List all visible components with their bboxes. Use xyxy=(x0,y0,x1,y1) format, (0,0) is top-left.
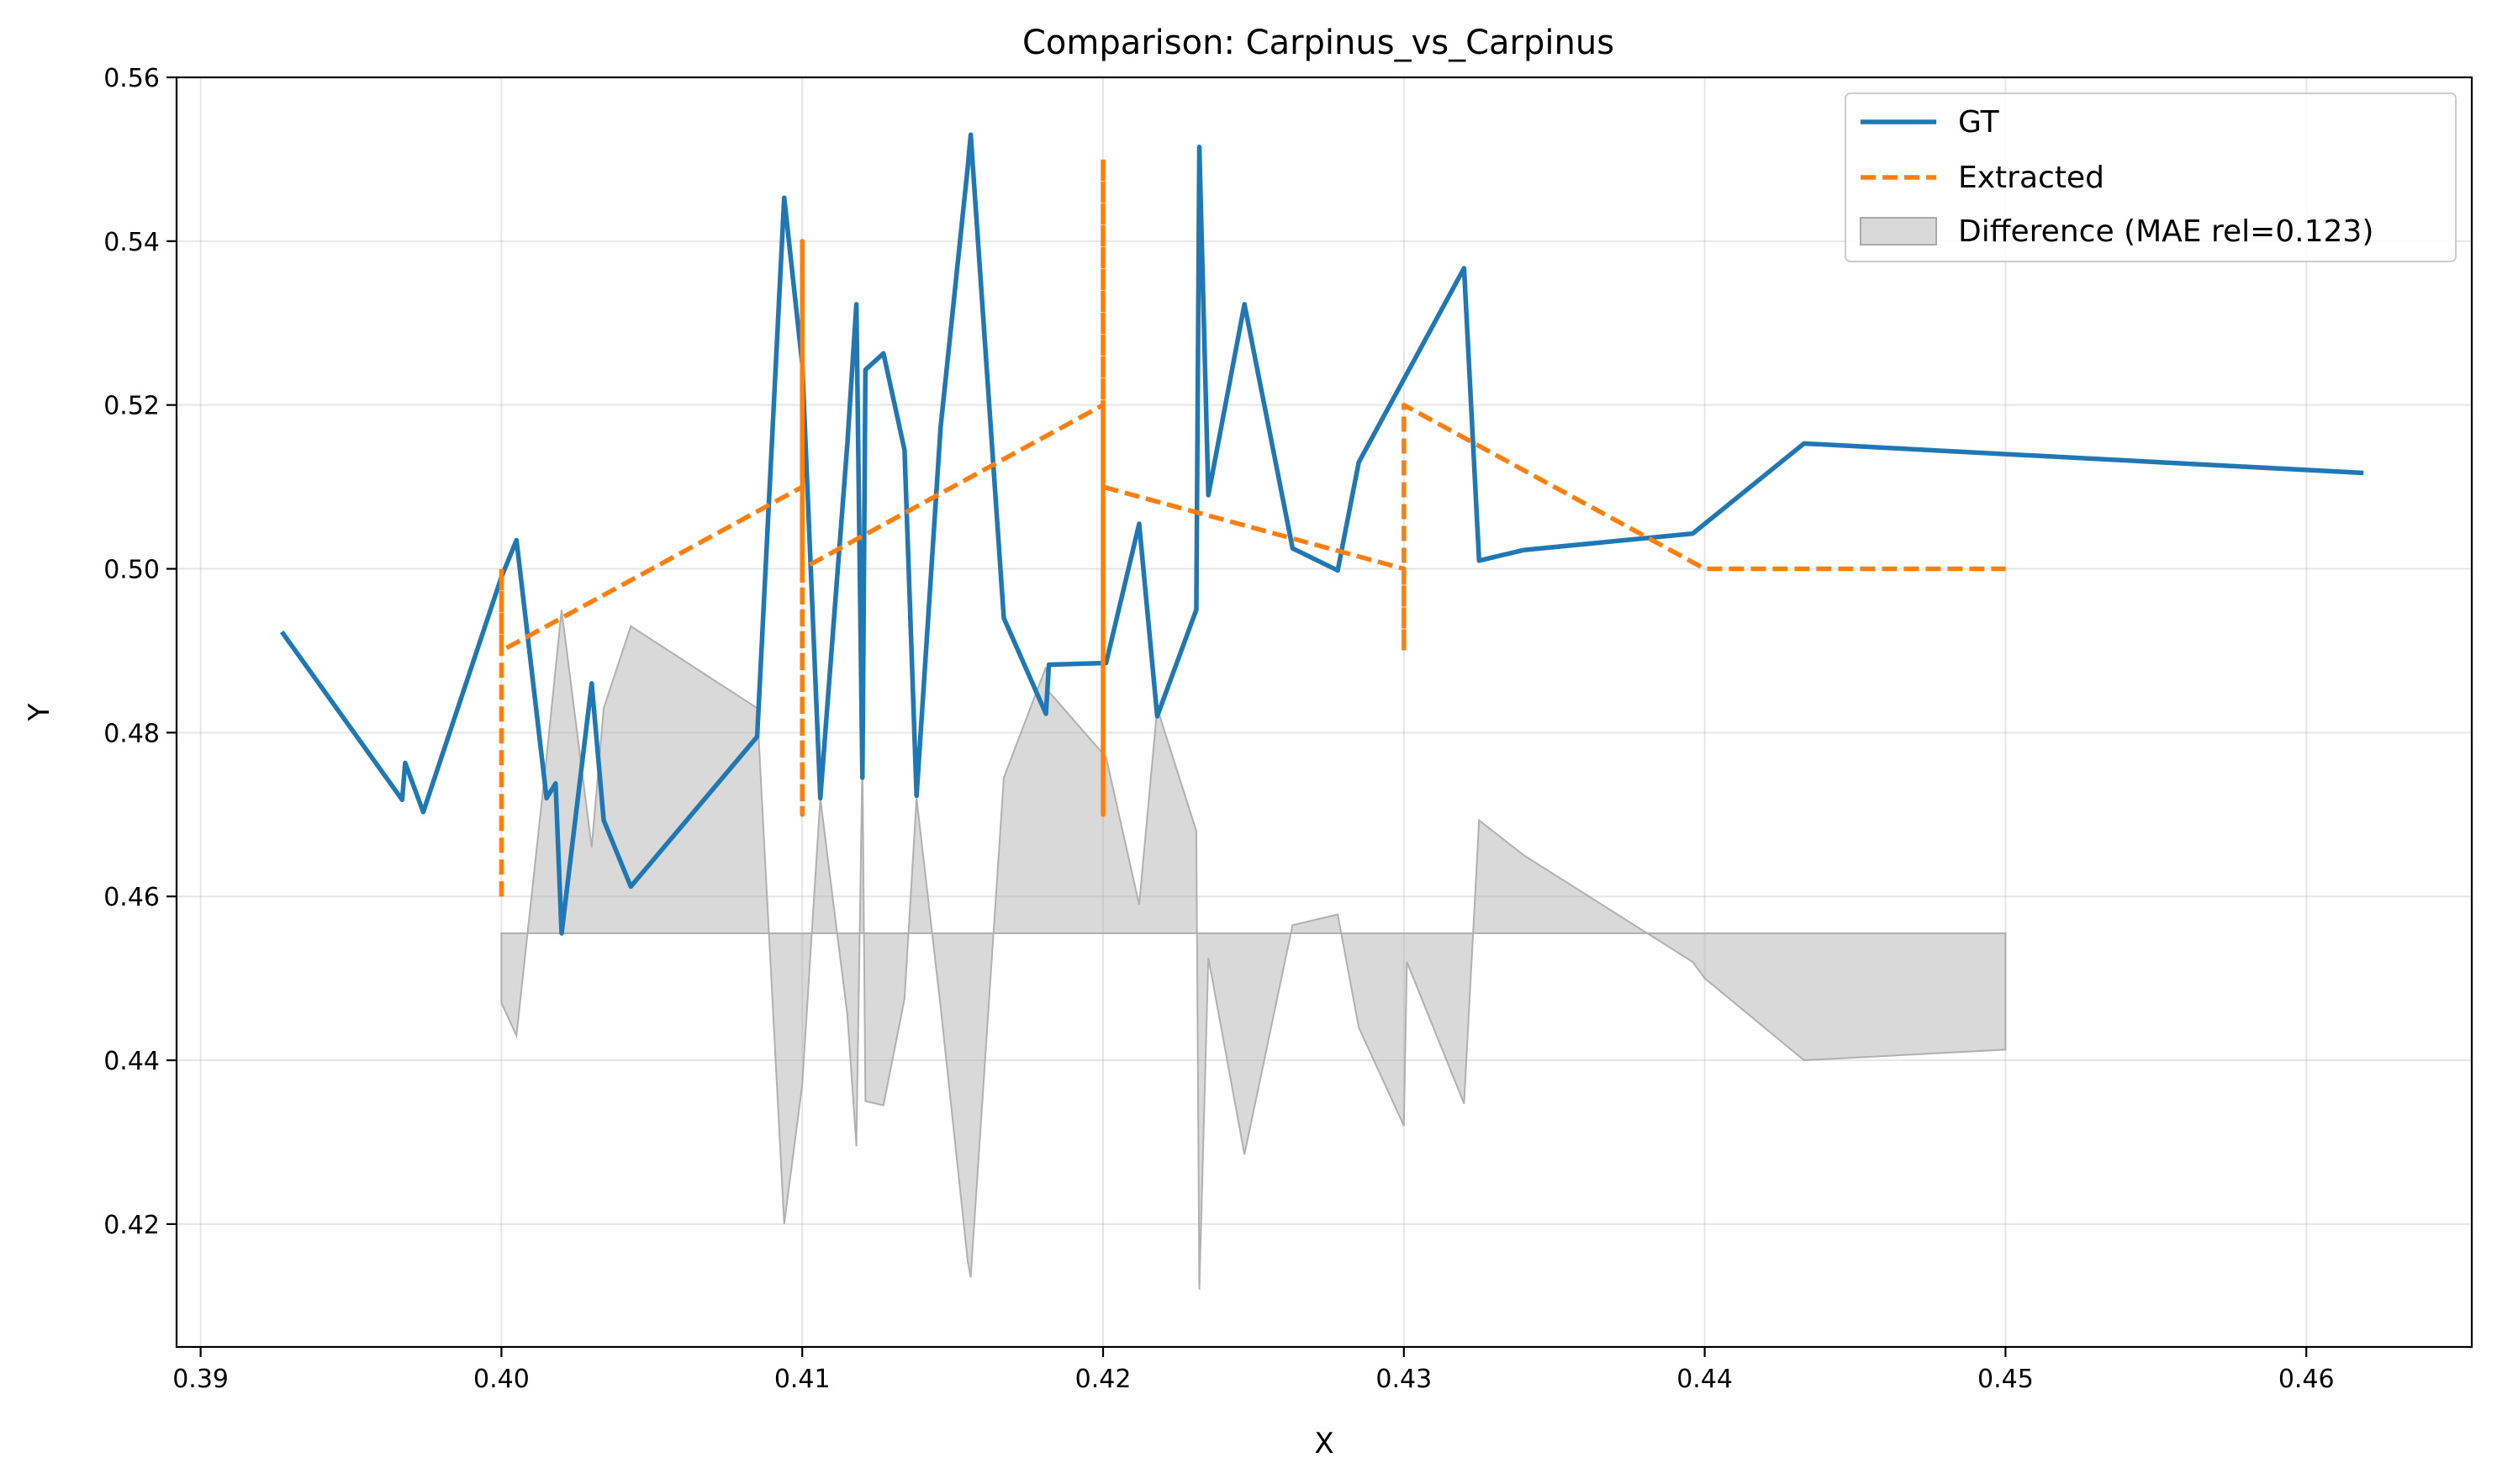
x-tick-label: 0.46 xyxy=(2278,1365,2335,1394)
y-tick-label: 0.50 xyxy=(103,556,160,585)
x-tick-label: 0.43 xyxy=(1375,1365,1432,1394)
x-tick-label: 0.45 xyxy=(1977,1365,2034,1394)
x-tick-label: 0.39 xyxy=(172,1365,229,1394)
legend-label-difference: Difference (MAE rel=0.123) xyxy=(1958,214,2373,249)
chart-title: Comparison: Carpinus_vs_Carpinus xyxy=(1022,24,1614,62)
series-line-extracted xyxy=(499,156,2006,897)
series-line-gt xyxy=(279,132,2364,936)
y-axis-label: Y xyxy=(23,703,56,721)
legend: GT Extracted Difference (MAE rel=0.123) xyxy=(1845,92,2457,262)
x-tick-label: 0.41 xyxy=(774,1365,831,1394)
legend-box xyxy=(1845,92,2457,262)
y-tick-label: 0.46 xyxy=(103,883,160,912)
x-axis-label: X xyxy=(1314,1427,1333,1460)
y-tick-label: 0.52 xyxy=(103,392,160,421)
legend-label-gt: GT xyxy=(1958,105,2000,140)
y-tick-label: 0.48 xyxy=(103,719,160,748)
y-tick-label: 0.54 xyxy=(103,228,160,257)
plot-frame xyxy=(175,76,2473,1349)
legend-swatch-difference xyxy=(1860,217,1937,246)
legend-label-extracted: Extracted xyxy=(1958,161,2104,195)
y-tick-label: 0.44 xyxy=(103,1047,160,1076)
x-tick-label: 0.42 xyxy=(1075,1365,1132,1394)
y-tick-label: 0.42 xyxy=(103,1211,160,1240)
y-tick-label: 0.56 xyxy=(103,64,160,93)
x-tick-label: 0.44 xyxy=(1676,1365,1733,1394)
x-tick-label: 0.40 xyxy=(473,1365,530,1394)
